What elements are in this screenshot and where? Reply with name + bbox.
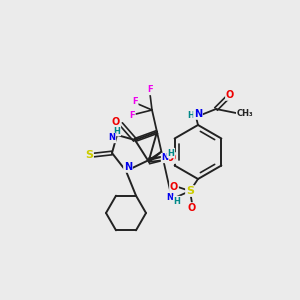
Text: CH₃: CH₃ bbox=[237, 109, 253, 118]
Text: O: O bbox=[170, 182, 178, 192]
Text: H: H bbox=[174, 196, 180, 206]
Text: F: F bbox=[147, 85, 153, 94]
Text: O: O bbox=[112, 117, 120, 127]
Text: F: F bbox=[132, 98, 138, 106]
Text: N: N bbox=[124, 162, 132, 172]
Text: S: S bbox=[186, 186, 194, 196]
Text: N: N bbox=[167, 193, 173, 202]
Text: H: H bbox=[168, 148, 174, 158]
Text: O: O bbox=[226, 90, 234, 100]
Text: N: N bbox=[194, 109, 202, 119]
Text: H: H bbox=[114, 127, 120, 136]
Text: H: H bbox=[188, 112, 194, 121]
Text: O: O bbox=[168, 153, 176, 163]
Text: N: N bbox=[109, 134, 116, 142]
Text: F: F bbox=[129, 112, 135, 121]
Text: O: O bbox=[188, 203, 196, 213]
Text: O: O bbox=[166, 153, 174, 163]
Text: S: S bbox=[85, 150, 93, 160]
Text: N: N bbox=[161, 154, 169, 163]
